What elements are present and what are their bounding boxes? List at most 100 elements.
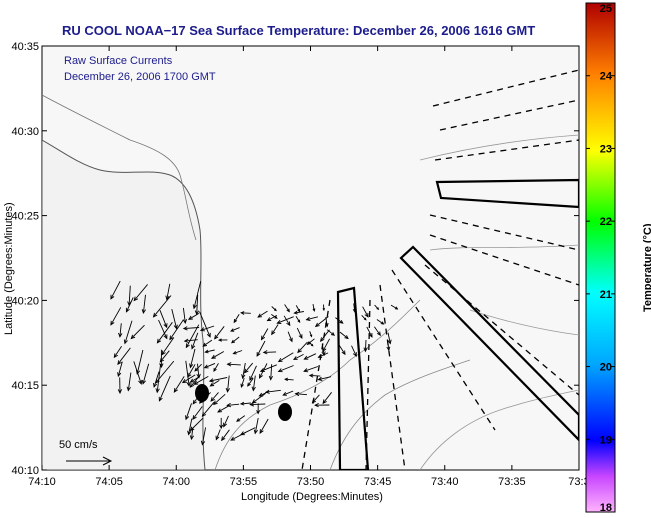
colorbar-ticks: 18 19 20 21 22 23 24 25 xyxy=(586,2,615,514)
coastline xyxy=(42,139,206,470)
y-tick-label: 40:35 xyxy=(11,41,39,53)
current-vector xyxy=(203,362,216,369)
x-tick-label: 73:3 xyxy=(568,476,589,488)
colorbar-tick-label: 19 xyxy=(600,434,612,446)
channel-box-3 xyxy=(435,178,579,209)
current-vector xyxy=(192,389,204,405)
current-vector xyxy=(194,363,202,372)
current-vector xyxy=(133,284,148,302)
current-vector xyxy=(363,339,368,353)
current-vector xyxy=(335,317,344,324)
current-vector xyxy=(239,427,256,436)
current-vector xyxy=(309,331,313,338)
colorbar-tick-label: 24 xyxy=(600,71,613,83)
current-vector xyxy=(386,339,391,352)
current-vector xyxy=(209,380,220,387)
current-vector xyxy=(271,306,277,312)
colorbar-label: Temperature (°C) xyxy=(642,223,651,312)
current-vector xyxy=(241,362,246,380)
current-vector xyxy=(187,418,193,436)
current-vector xyxy=(311,394,320,404)
colorbar xyxy=(585,2,616,513)
annotation-line-1: Raw Surface Currents xyxy=(64,55,173,67)
current-vector xyxy=(226,402,240,408)
current-vector xyxy=(226,362,241,367)
current-vector xyxy=(287,331,293,343)
current-vector xyxy=(317,376,332,381)
colorbar-tick-label: 20 xyxy=(600,362,612,374)
colorbar-tick-label: 25 xyxy=(600,3,612,15)
current-vector xyxy=(213,393,226,406)
current-vector xyxy=(155,363,162,394)
current-vector xyxy=(188,313,200,320)
annotation-line-2: December 26, 2006 1700 GMT xyxy=(64,71,216,83)
current-vector xyxy=(202,339,213,347)
current-vector xyxy=(268,364,273,381)
current-vector xyxy=(165,283,171,301)
current-vector xyxy=(259,364,277,372)
current-vector xyxy=(201,401,215,417)
x-tick-label: 74:05 xyxy=(95,476,123,488)
y-axis-ticks: 40:10 40:15 40:20 40:25 40:30 40:35 xyxy=(11,41,579,477)
current-vector xyxy=(204,349,215,354)
y-axis-label: Latitude (Degrees:Minutes) xyxy=(3,202,15,335)
current-vector xyxy=(210,392,219,402)
current-vector xyxy=(152,295,172,318)
current-vector xyxy=(249,365,257,382)
current-vector xyxy=(161,337,175,356)
current-vector xyxy=(352,303,357,313)
current-vector xyxy=(351,345,357,358)
traffic-lanes xyxy=(301,69,579,470)
current-vector xyxy=(256,403,261,415)
current-vector xyxy=(141,363,150,385)
current-vector xyxy=(189,427,194,441)
colorbar-tick-label: 22 xyxy=(600,216,612,228)
current-vector xyxy=(295,305,301,313)
colorbar-tick-label: 18 xyxy=(600,502,612,514)
current-vector xyxy=(376,319,385,325)
current-vector xyxy=(326,329,336,336)
current-vector xyxy=(271,324,279,336)
current-vector xyxy=(239,401,251,406)
current-vector xyxy=(133,361,143,385)
bathymetry-contour-2 xyxy=(329,359,471,470)
current-vector xyxy=(125,297,134,313)
current-vector xyxy=(213,363,219,372)
current-vector xyxy=(126,372,132,392)
current-vector xyxy=(199,311,211,338)
current-vector xyxy=(183,338,198,343)
bathymetry-contour-5 xyxy=(419,134,579,161)
current-vector xyxy=(256,340,266,357)
current-vector xyxy=(192,406,203,420)
y-tick-label: 40:20 xyxy=(11,295,39,307)
scale-arrow xyxy=(66,456,113,466)
current-vector xyxy=(158,375,171,402)
current-vector xyxy=(153,371,160,388)
current-vector xyxy=(159,350,170,363)
current-vector xyxy=(232,350,243,355)
current-vector xyxy=(182,326,200,331)
current-vector xyxy=(159,310,168,329)
current-vector xyxy=(314,402,330,408)
current-vector xyxy=(338,344,346,356)
current-vector xyxy=(223,415,229,428)
current-vector xyxy=(317,352,329,358)
current-vector xyxy=(339,331,349,340)
current-vector xyxy=(306,338,315,346)
current-vector xyxy=(113,346,122,359)
current-vector xyxy=(219,417,224,430)
current-vector xyxy=(217,405,230,413)
current-vector xyxy=(319,329,330,343)
buoy-marker-2 xyxy=(278,403,292,421)
current-vector xyxy=(243,362,254,374)
current-vectors xyxy=(110,280,399,446)
current-vector xyxy=(297,341,308,354)
shore-contour xyxy=(42,94,197,241)
current-vector xyxy=(257,310,268,318)
current-vector xyxy=(362,306,369,318)
current-vector xyxy=(361,314,367,321)
current-vector xyxy=(295,316,301,323)
current-vector xyxy=(191,332,199,350)
current-vector xyxy=(294,391,308,397)
